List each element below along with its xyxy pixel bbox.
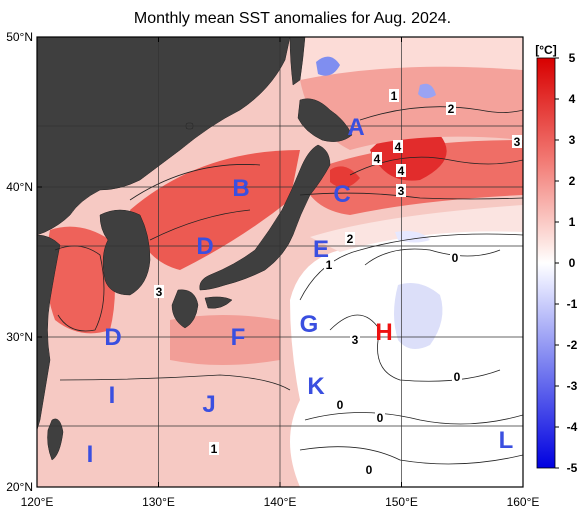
svg-text:3: 3 <box>352 333 359 347</box>
colorbar-tick-labels: 5 4 3 2 1 0 -1 -2 -3 -4 -5 <box>555 51 578 475</box>
contour-label: 1 <box>209 442 219 456</box>
svg-text:0: 0 <box>366 463 373 477</box>
region-label-k: K <box>307 373 325 400</box>
map-title: Monthly mean SST anomalies for Aug. 2024… <box>133 10 452 27</box>
svg-text:1: 1 <box>326 258 333 272</box>
svg-text:0: 0 <box>337 398 344 412</box>
colorbar-tick-label: 4 <box>569 92 576 106</box>
lon-tick-label: 160°E <box>507 495 540 509</box>
shikoku <box>204 296 233 309</box>
svg-text:2: 2 <box>347 232 354 246</box>
hokkaido <box>297 98 353 142</box>
colorbar-tick-label: -5 <box>567 461 578 475</box>
svg-text:0: 0 <box>377 411 384 425</box>
china-coast <box>37 234 61 431</box>
contour-label: 2 <box>446 102 456 116</box>
colorbar-tick-label: 3 <box>569 133 576 147</box>
contour-label: 1 <box>389 89 399 103</box>
region-label-d: D <box>196 233 213 260</box>
colorbar-tick-label: -3 <box>567 379 578 393</box>
region-label-c: C <box>333 181 350 208</box>
colorbar-tick-label: 1 <box>569 215 576 229</box>
region-label-a: A <box>347 114 364 141</box>
region-label-i: I <box>87 441 94 468</box>
region-label-l: L <box>499 427 514 454</box>
contour-label: 4 <box>396 164 406 178</box>
contour-label: 2 <box>345 232 355 246</box>
lat-tick-label: 50°N <box>6 30 33 44</box>
region-label-e: E <box>313 236 329 263</box>
lat-tick-label: 30°N <box>6 330 33 344</box>
asia-landmass <box>37 37 291 236</box>
contour-label: 0 <box>450 251 460 265</box>
colorbar: [°C] 5 4 3 2 1 0 -1 -2 -3 -4 -5 <box>535 43 577 475</box>
contour-label: 4 <box>372 152 382 166</box>
contour-label: 4 <box>393 140 403 154</box>
colorbar-tick-label: -4 <box>567 420 578 434</box>
sakhalin <box>289 37 306 86</box>
contour-label: 3 <box>350 333 360 347</box>
svg-text:3: 3 <box>398 184 405 198</box>
svg-text:3: 3 <box>156 285 163 299</box>
colorbar-scale <box>536 57 556 469</box>
region-labels: A B C D E D F G H I J K I L <box>87 114 514 468</box>
taiwan <box>47 418 64 461</box>
region-label-g: G <box>300 311 319 338</box>
kyushu <box>171 289 199 329</box>
contour-label: 3 <box>512 135 522 149</box>
svg-text:4: 4 <box>398 164 405 178</box>
svg-text:0: 0 <box>452 251 459 265</box>
svg-text:2: 2 <box>448 102 455 116</box>
colorbar-tick-label: -2 <box>567 338 578 352</box>
contour-label: 0 <box>452 370 462 384</box>
lon-tick-label: 120°E <box>21 495 54 509</box>
colorbar-tick-label: 5 <box>569 51 576 65</box>
region-label-j: J <box>202 391 215 418</box>
latitude-labels: 50°N 40°N 30°N 20°N <box>6 30 33 494</box>
region-label-i: I <box>109 382 116 409</box>
svg-text:0: 0 <box>454 370 461 384</box>
honshu <box>199 144 331 291</box>
lat-tick-label: 40°N <box>6 180 33 194</box>
lon-tick-label: 150°E <box>385 495 418 509</box>
region-label-d: D <box>104 324 121 351</box>
svg-text:1: 1 <box>391 89 398 103</box>
region-label-b: B <box>232 175 249 202</box>
contour-label: 0 <box>335 398 345 412</box>
contour-label: 3 <box>396 184 406 198</box>
korea-peninsula <box>99 209 151 296</box>
lat-tick-label: 20°N <box>6 480 33 494</box>
lon-tick-label: 130°E <box>142 495 175 509</box>
longitude-labels: 120°E 130°E 140°E 150°E 160°E <box>21 495 540 509</box>
svg-text:4: 4 <box>395 140 402 154</box>
svg-text:1: 1 <box>211 442 218 456</box>
contour-label: 0 <box>364 463 374 477</box>
lon-tick-label: 140°E <box>264 495 297 509</box>
region-label-h: H <box>375 319 392 346</box>
svg-text:3: 3 <box>514 135 521 149</box>
region-label-f: F <box>231 324 246 351</box>
contour-label: 1 <box>324 258 334 272</box>
land-masses <box>37 37 353 461</box>
contour-label: 0 <box>375 411 385 425</box>
colorbar-unit: [°C] <box>535 43 556 57</box>
colorbar-tick-label: -1 <box>567 297 578 311</box>
colorbar-tick-label: 0 <box>569 256 576 270</box>
contour-label: 3 <box>154 285 164 299</box>
svg-text:4: 4 <box>374 152 381 166</box>
axis-ticks <box>36 36 524 488</box>
colorbar-tick-label: 2 <box>569 174 576 188</box>
